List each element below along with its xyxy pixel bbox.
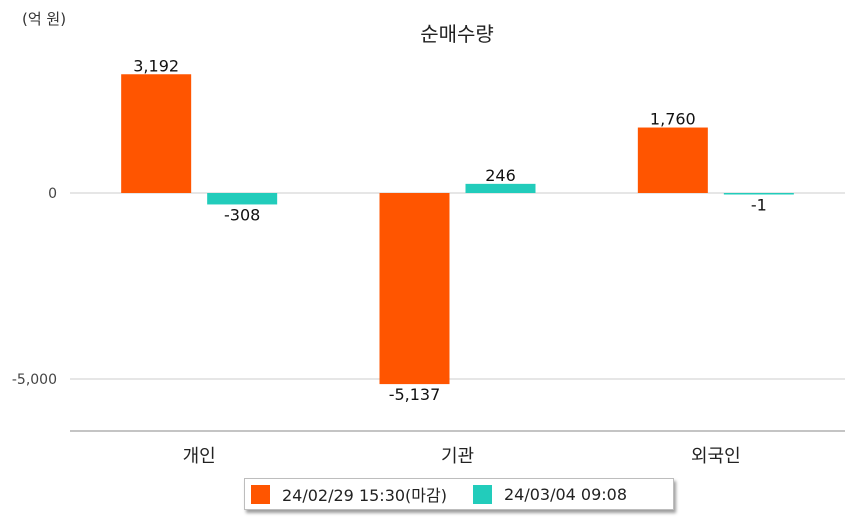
bar-chart: 0 -5,000 개인 3,192 -308 기관 -5,137 246 외국인 1,760 -1 [12, 56, 845, 467]
bar-s2-0 [207, 193, 278, 205]
bar-s1-0 [121, 74, 192, 193]
data-label-s2-2: -1 [751, 196, 767, 215]
chart-legend: 24/02/29 15:30(마감) 24/03/04 09:08 [244, 478, 674, 510]
legend-swatch-series-1 [251, 484, 270, 504]
y-axis-unit-label: (억 원) [22, 10, 67, 28]
bar-s2-1 [465, 183, 536, 193]
legend-label-series-2: 24/03/04 09:08 [503, 484, 628, 504]
bar-s2-2 [723, 193, 794, 195]
x-tick-label-0: 개인 [183, 446, 216, 467]
data-label-s2-1: 246 [485, 166, 516, 185]
bar-s1-1 [379, 193, 450, 385]
y-tick-label-1: -5,000 [12, 372, 57, 388]
x-tick-label-1: 기관 [441, 446, 474, 467]
data-label-s1-2: 1,760 [650, 110, 696, 129]
x-tick-label-2: 외국인 [691, 446, 741, 467]
legend-item-series-2[interactable]: 24/03/04 09:08 [472, 484, 628, 504]
chart-title: 순매수량 [420, 22, 494, 46]
data-label-s2-0: -308 [224, 205, 260, 224]
data-label-s1-1: -5,137 [389, 385, 441, 404]
legend-swatch-series-2 [472, 484, 492, 504]
bar-s1-2 [637, 127, 708, 193]
data-label-s1-0: 3,192 [133, 56, 179, 75]
legend-label-series-1: 24/02/29 15:30(마감) [282, 486, 447, 505]
legend-item-series-1[interactable]: 24/02/29 15:30(마감) [251, 482, 447, 506]
y-tick-label-0: 0 [48, 186, 57, 202]
